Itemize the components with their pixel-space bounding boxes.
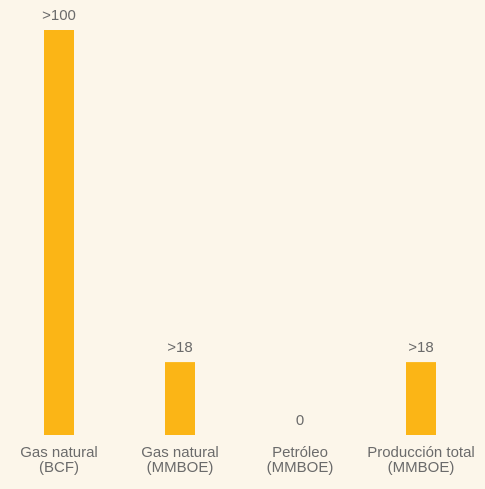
value-label: >100 xyxy=(42,7,76,24)
value-label: >18 xyxy=(408,339,433,356)
bar xyxy=(44,30,74,435)
category-label: Producción total xyxy=(367,444,475,461)
category-label: (MMBOE) xyxy=(267,459,334,476)
category-label: (MMBOE) xyxy=(147,459,214,476)
category-label: Petróleo xyxy=(272,444,328,461)
bar xyxy=(165,362,195,435)
value-label: 0 xyxy=(296,412,304,429)
category-label: (MMBOE) xyxy=(388,459,455,476)
category-label: Gas natural xyxy=(141,444,219,461)
category-label: (BCF) xyxy=(39,459,79,476)
value-label: >18 xyxy=(167,339,192,356)
category-label: Gas natural xyxy=(20,444,98,461)
bar xyxy=(406,362,436,435)
